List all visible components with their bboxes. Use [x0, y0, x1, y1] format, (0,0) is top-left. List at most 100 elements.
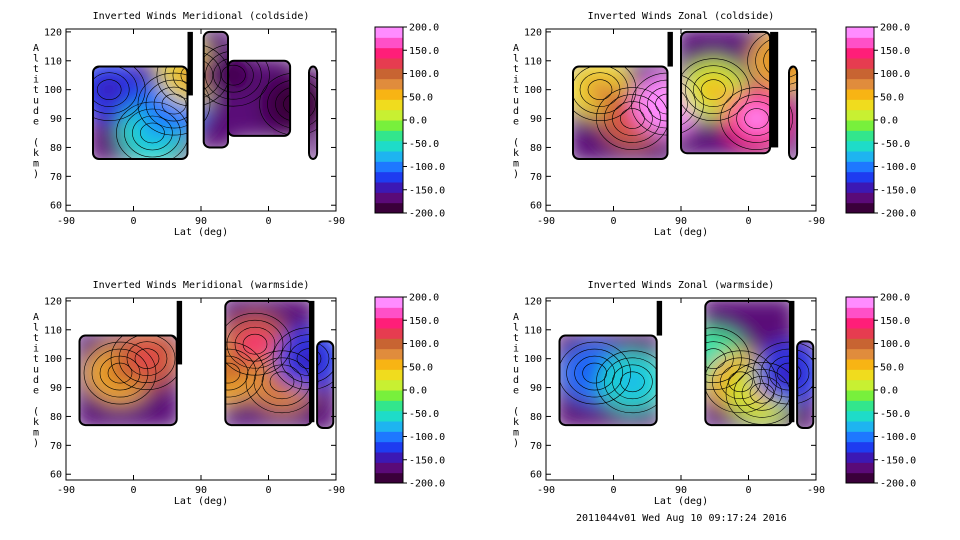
colorbar-segment	[375, 78, 403, 90]
y-tick-label: 110	[524, 56, 542, 67]
colorbar-label: 100.0	[880, 69, 910, 80]
colorbar-label: -150.0	[409, 455, 445, 466]
colorbar-segment	[846, 441, 874, 453]
colorbar-segment	[846, 130, 874, 142]
colorbar: 200.0 150.0 100.0 50.0 0.0 -50.0 -100.0 -150.0 -…	[845, 293, 916, 490]
colorbar-segment	[375, 369, 403, 381]
contour-field	[93, 31, 318, 159]
colorbar-label: 200.0	[409, 293, 439, 304]
chart-title: Inverted Winds Zonal (coldside)	[588, 11, 775, 22]
colorbar-label: 150.0	[409, 316, 439, 327]
contour-field	[79, 300, 334, 429]
colorbar-segment	[846, 47, 874, 59]
x-tick-label: -90	[807, 216, 825, 227]
colorbar-segment	[846, 78, 874, 90]
colorbar-label: -150.0	[880, 185, 916, 196]
x-axis-label: Lat (deg)	[174, 227, 228, 238]
contour-dense-band	[656, 300, 663, 336]
colorbar-segment	[846, 359, 874, 370]
colorbar-label: -100.0	[409, 432, 445, 443]
contour-line	[226, 319, 284, 369]
panel-4: 60 70 80 90 100 110 120 -90 0 90 0 -90 Inverted Wind…	[513, 280, 916, 507]
y-tick-label: 80	[530, 143, 542, 154]
colorbar-segment	[375, 431, 403, 443]
colorbar-segment	[846, 120, 874, 131]
contour-blob-6	[261, 74, 318, 135]
y-tick-label: 70	[50, 172, 62, 183]
colorbar: 200.0 150.0 100.0 50.0 0.0 -50.0 -100.0 -150.0 -…	[374, 23, 445, 220]
contour-line	[744, 108, 769, 129]
colorbar-segment	[846, 338, 874, 350]
y-tick-label: 110	[44, 56, 62, 67]
y-tick-label: 100	[524, 85, 542, 96]
colorbar-segment	[846, 192, 874, 204]
y-tick-label: 90	[530, 114, 542, 125]
colorbar-segment	[846, 472, 874, 484]
contour-line	[124, 108, 181, 158]
colorbar-segment	[846, 99, 874, 111]
colorbar-label: 200.0	[880, 23, 910, 34]
colorbar-segment	[375, 58, 403, 69]
contour-line	[712, 357, 769, 407]
y-tick-label: 110	[44, 325, 62, 336]
contour-line	[221, 64, 246, 86]
colorbar-label: 50.0	[880, 92, 904, 103]
contour-line	[741, 376, 783, 411]
colorbar-label: -100.0	[880, 162, 916, 173]
colorbar-segment	[375, 192, 403, 204]
x-tick-label: -90	[807, 485, 825, 496]
colorbar-segment	[846, 462, 874, 474]
contour-core-6	[279, 90, 312, 119]
colorbar-segment	[375, 130, 403, 142]
y-tick-label: 70	[50, 441, 62, 452]
colorbar-segment	[375, 328, 403, 339]
colorbar-segment	[375, 27, 403, 38]
x-tick-label: 0	[610, 485, 616, 496]
x-tick-label: -90	[537, 216, 555, 227]
x-tick-label: 90	[675, 485, 687, 496]
y-tick-label: 100	[524, 354, 542, 365]
y-tick-label: 110	[524, 325, 542, 336]
contour-line	[620, 108, 645, 129]
y-tick-label: 60	[50, 470, 62, 481]
colorbar-segment	[846, 369, 874, 381]
chart-title: Inverted Winds Meridional (warmside)	[93, 280, 310, 291]
colorbar-segment	[375, 359, 403, 370]
colorbar-segment	[846, 431, 874, 443]
region-edge	[796, 340, 815, 430]
contour-line	[126, 341, 168, 376]
x-tick-label: -90	[327, 485, 345, 496]
contour-dense-band	[187, 31, 193, 96]
contour-line	[566, 348, 623, 398]
colorbar-segment	[846, 27, 874, 38]
x-axis-label: Lat (deg)	[654, 496, 708, 507]
x-tick-label: -90	[57, 485, 75, 496]
colorbar-segment	[846, 171, 874, 183]
contour-field	[573, 31, 798, 159]
y-tick-label: 90	[50, 383, 62, 394]
contour-line	[579, 72, 621, 107]
x-tick-label: 90	[195, 216, 207, 227]
contour-core-5	[217, 61, 250, 90]
contour-line	[620, 371, 645, 393]
contour-line	[693, 72, 734, 107]
y-tick-label: 90	[530, 383, 542, 394]
colorbar-segment	[375, 37, 403, 49]
colorbar-label: 150.0	[409, 46, 439, 57]
x-axis-label: Lat (deg)	[654, 227, 708, 238]
colorbar-segment	[846, 400, 874, 412]
colorbar-segment	[846, 390, 874, 401]
colorbar-segment	[375, 182, 403, 193]
contour-line	[83, 341, 157, 405]
contour-dense-band	[176, 300, 183, 365]
colorbar-label: 0.0	[880, 386, 898, 397]
colorbar-label: 0.0	[409, 386, 427, 397]
colorbar-label: 50.0	[409, 92, 433, 103]
colorbar-label: 150.0	[880, 316, 910, 327]
region-edge	[558, 334, 658, 427]
colorbar-segment	[375, 47, 403, 59]
panel-2: 60 70 80 90 100 110 120 -90 0 90 0 -90 Inverted Wind…	[513, 11, 916, 238]
